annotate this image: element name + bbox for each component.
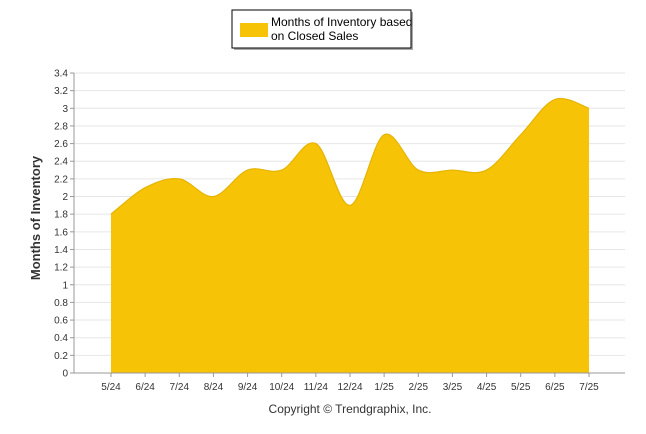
x-tick-label: 8/24 (204, 382, 224, 393)
area-fill (111, 98, 589, 374)
x-axis: 5/24 6/24 7/24 8/24 9/24 10/24 11/24 12/24 1/25 2… (74, 372, 625, 393)
data-point-5-24 (110, 213, 113, 216)
data-point-6-24 (144, 186, 147, 189)
legend-label-line-2: on Closed Sales (271, 29, 358, 43)
x-tick-label: 12/24 (337, 382, 362, 393)
legend: Months of Inventory based on Closed Sale… (231, 9, 413, 50)
data-point-10-24 (280, 169, 283, 172)
data-point-2-25 (417, 169, 420, 172)
data-point-1-25 (383, 133, 386, 136)
y-tick-label: 1.8 (54, 210, 68, 221)
x-tick-label: 7/24 (170, 382, 190, 393)
data-point-11-24 (314, 142, 317, 145)
data-point-4-25 (485, 169, 488, 172)
y-axis: 0 0.2 0.4 0.6 0.8 1 1.2 1.4 1.6 1.8 2 2.2 2.4 2.6 2.8 3… (54, 69, 75, 380)
data-point-8-24 (212, 195, 215, 198)
x-tick-label: 11/24 (304, 382, 329, 393)
y-tick-label: 0.6 (54, 316, 68, 327)
x-tick-label: 4/25 (477, 382, 497, 393)
series-area (110, 97, 591, 374)
x-tick-label: 2/25 (409, 382, 429, 393)
data-point-12-24 (349, 204, 352, 207)
x-tick-label: 3/25 (443, 382, 463, 393)
x-tick-label: 9/24 (238, 382, 258, 393)
x-tick-label: 5/25 (511, 382, 531, 393)
y-tick-label: 2 (62, 192, 68, 203)
y-tick-label: 2.4 (54, 157, 68, 168)
y-tick-label: 0.2 (54, 351, 68, 362)
y-tick-label: 0.4 (54, 333, 68, 344)
y-tick-label: 0 (62, 369, 68, 380)
y-tick-label: 2.6 (54, 139, 68, 150)
data-point-6-25 (553, 98, 556, 101)
y-tick-label: 3 (62, 104, 68, 115)
data-point-7-25 (588, 107, 591, 110)
y-tick-label: 1.2 (54, 263, 68, 274)
y-tick-label: 1.4 (54, 245, 68, 256)
y-tick-label: 2.2 (54, 174, 68, 185)
x-tick-label: 6/24 (135, 382, 155, 393)
area-line (110, 97, 590, 215)
data-point-5-25 (519, 133, 522, 136)
x-tick-label: 10/24 (269, 382, 294, 393)
x-tick-label: 1/25 (374, 382, 394, 393)
data-point-9-24 (246, 169, 249, 172)
y-tick-label: 3.2 (54, 86, 68, 97)
copyright-footer: Copyright © Trendgraphix, Inc. (269, 402, 432, 416)
y-tick-label: 1.6 (54, 227, 68, 238)
y-tick-label: 3.4 (54, 69, 68, 80)
x-tick-label: 7/25 (579, 382, 599, 393)
legend-swatch (240, 23, 268, 37)
legend-label-line-1: Months of Inventory based (271, 15, 412, 29)
y-tick-label: 1 (62, 280, 68, 291)
x-tick-label: 5/24 (101, 382, 121, 393)
y-tick-label: 2.8 (54, 121, 68, 132)
y-axis-title: Months of Inventory (28, 155, 43, 280)
x-tick-label: 6/25 (545, 382, 565, 393)
data-point-7-24 (178, 177, 181, 180)
y-tick-label: 0.8 (54, 298, 68, 309)
data-point-3-25 (451, 169, 454, 172)
